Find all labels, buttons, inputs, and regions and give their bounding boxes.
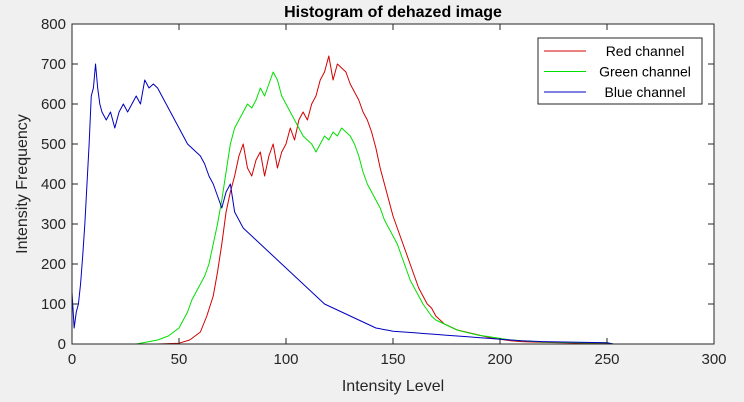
x-axis-label: Intensity Level [342, 378, 444, 395]
y-tick-label: 0 [58, 336, 66, 353]
y-tick-label: 800 [41, 16, 66, 33]
series-line-blue-channel [71, 63, 714, 345]
series-layer [71, 55, 714, 345]
x-tick-label: 300 [701, 351, 726, 368]
y-tick-label: 700 [41, 56, 66, 73]
legend-label: Red channel [606, 43, 685, 59]
x-tick-label: 100 [273, 351, 298, 368]
ticks-layer: 0 50 100 150 200 250 300 0 100 200 300 400 500 600 700… [41, 16, 727, 368]
x-tick-label: 0 [68, 351, 76, 368]
y-tick-label: 200 [41, 256, 66, 273]
legend-label: Blue channel [605, 84, 686, 100]
x-tick-label: 250 [594, 351, 619, 368]
y-tick-label: 600 [41, 96, 66, 113]
x-tick-label: 150 [380, 351, 405, 368]
x-tick-label: 200 [487, 351, 512, 368]
legend: Red channel Green channel Blue channel [537, 37, 703, 105]
chart-title: Histogram of dehazed image [284, 4, 502, 21]
series-line-green-channel [72, 71, 714, 345]
y-tick-label: 400 [41, 176, 66, 193]
y-tick-label: 100 [41, 296, 66, 313]
x-tick-label: 50 [171, 351, 188, 368]
y-tick-label: 500 [41, 136, 66, 153]
y-axis-label: Intensity Frequency [14, 114, 31, 254]
y-tick-label: 300 [41, 216, 66, 233]
legend-label: Green channel [599, 64, 691, 80]
